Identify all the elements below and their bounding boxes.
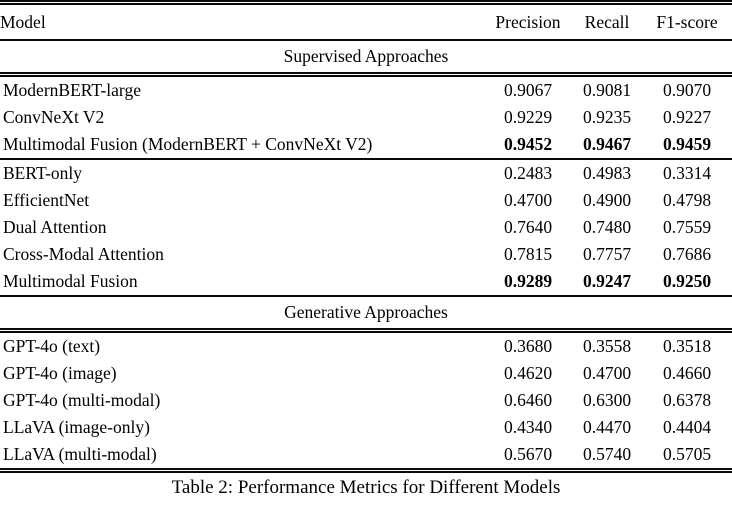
model-name: Cross-Modal Attention: [3, 244, 164, 264]
f1-value: 0.4660: [662, 363, 712, 383]
recall-value: 0.4470: [582, 417, 632, 437]
model-name: EfficientNet: [3, 190, 90, 210]
precision-value: 0.9452: [484, 131, 572, 160]
precision-value: 0.3680: [503, 336, 553, 356]
f1-value: 0.9459: [642, 131, 732, 160]
precision-value: 0.7815: [503, 244, 553, 264]
f1-value: 0.6378: [662, 390, 712, 410]
table-row-convnext-v2: ConvNeXt V2 0.9229 0.9235 0.9227: [0, 104, 732, 131]
precision-value: 0.5670: [484, 441, 572, 473]
table-caption: Table 2: Performance Metrics for Differe…: [171, 477, 561, 498]
model-name: Dual Attention: [3, 217, 107, 237]
f1-value: 0.4404: [662, 417, 712, 437]
recall-value: 0.4983: [582, 163, 632, 183]
recall-value: 0.9235: [582, 107, 632, 127]
recall-value: 0.7480: [582, 217, 632, 237]
recall-value: 0.4900: [582, 190, 632, 210]
table-row-multimodal-fusion-combined: Multimodal Fusion (ModernBERT + ConvNeXt…: [0, 131, 732, 160]
recall-value: 0.9247: [572, 268, 642, 297]
model-name: GPT-4o (multi-modal): [3, 390, 161, 410]
f1-value: 0.5705: [642, 441, 732, 473]
table-row-gpt4o-image: GPT-4o (image) 0.4620 0.4700 0.4660: [0, 360, 732, 387]
table-row-llava-multimodal: LLaVA (multi-modal) 0.5670 0.5740 0.5705: [0, 441, 732, 473]
model-name: GPT-4o (text): [3, 336, 101, 356]
table-row-gpt4o-multimodal: GPT-4o (multi-modal) 0.6460 0.6300 0.637…: [0, 387, 732, 414]
model-name: ConvNeXt V2: [3, 107, 105, 127]
table-row-gpt4o-text: GPT-4o (text) 0.3680 0.3558 0.3518: [0, 331, 732, 361]
f1-value: 0.4798: [662, 190, 712, 210]
column-header-recall: Recall: [572, 2, 642, 41]
recall-value: 0.5740: [572, 441, 642, 473]
precision-value: 0.4340: [503, 417, 553, 437]
precision-value: 0.6460: [503, 390, 553, 410]
model-name: Multimodal Fusion: [0, 268, 484, 297]
recall-value: 0.9467: [572, 131, 642, 160]
precision-value: 0.9289: [484, 268, 572, 297]
f1-value: 0.9250: [642, 268, 732, 297]
section-header-generative: Generative Approaches: [0, 296, 732, 333]
f1-value: 0.3518: [662, 336, 712, 356]
model-name: Multimodal Fusion (ModernBERT + ConvNeXt…: [0, 131, 484, 160]
f1-value: 0.7559: [662, 217, 712, 237]
table-row-bert-only: BERT-only 0.2483 0.4983 0.3314: [0, 159, 732, 187]
section-label: Generative Approaches: [0, 296, 732, 333]
recall-value: 0.4700: [582, 363, 632, 383]
precision-value: 0.9229: [503, 107, 553, 127]
table-row-efficientnet: EfficientNet 0.4700 0.4900 0.4798: [0, 187, 732, 214]
precision-value: 0.9067: [503, 80, 553, 100]
recall-value: 0.3558: [582, 336, 632, 356]
f1-value: 0.7686: [662, 244, 712, 264]
table-row-modernbert-large: ModernBERT-large 0.9067 0.9081 0.9070: [0, 75, 732, 105]
recall-value: 0.6300: [582, 390, 632, 410]
precision-value: 0.4620: [503, 363, 553, 383]
table-row-cross-modal-attention: Cross-Modal Attention 0.7815 0.7757 0.76…: [0, 241, 732, 268]
precision-value: 0.7640: [503, 217, 553, 237]
f1-value: 0.9227: [662, 107, 712, 127]
model-name: BERT-only: [3, 163, 83, 183]
column-header-model: Model: [0, 2, 484, 41]
model-name: ModernBERT-large: [3, 80, 141, 100]
f1-value: 0.9070: [662, 80, 712, 100]
section-header-supervised: Supervised Approaches: [0, 40, 732, 77]
recall-value: 0.9081: [582, 80, 632, 100]
precision-value: 0.2483: [503, 163, 553, 183]
column-header-precision: Precision: [484, 2, 572, 41]
column-header-f1: F1-score: [642, 2, 732, 41]
performance-metrics-table: Model Precision Recall F1-score Supervis…: [0, 0, 732, 473]
table-row-dual-attention: Dual Attention 0.7640 0.7480 0.7559: [0, 214, 732, 241]
model-name: LLaVA (image-only): [3, 417, 150, 437]
table-row-llava-image-only: LLaVA (image-only) 0.4340 0.4470 0.4404: [0, 414, 732, 441]
recall-value: 0.7757: [582, 244, 632, 264]
precision-value: 0.4700: [503, 190, 553, 210]
model-name: GPT-4o (image): [3, 363, 117, 383]
table-row-multimodal-fusion: Multimodal Fusion 0.9289 0.9247 0.9250: [0, 268, 732, 297]
f1-value: 0.3314: [662, 163, 712, 183]
section-label: Supervised Approaches: [0, 40, 732, 77]
model-name: LLaVA (multi-modal): [0, 441, 484, 473]
table-header-row: Model Precision Recall F1-score: [0, 2, 732, 41]
